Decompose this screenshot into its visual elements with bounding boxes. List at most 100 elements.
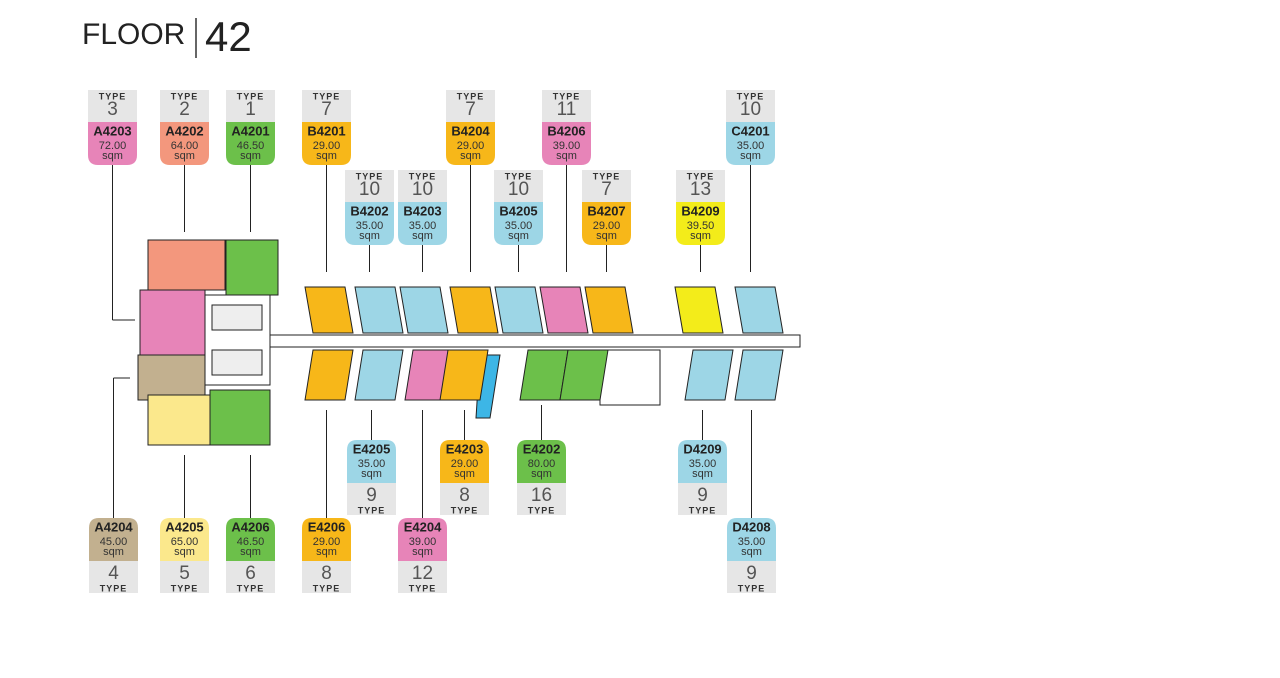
type-number: 4 [108, 563, 119, 584]
unit-code: B4209 [681, 203, 719, 218]
unit-area: 65.00 [171, 536, 199, 548]
unit-box [446, 122, 495, 165]
unit-measure: sqm [556, 150, 577, 162]
type-box [726, 90, 775, 122]
unit-measure: sqm [103, 546, 124, 558]
unit-code: B4206 [547, 123, 585, 138]
type-number: 1 [245, 99, 256, 120]
type-number: 10 [412, 179, 433, 200]
unit-area: 29.00 [313, 140, 341, 152]
unit-area: 35.00 [356, 220, 384, 232]
unit-area [147, 239, 226, 291]
type-label: TYPE [171, 583, 199, 593]
unit-box [302, 518, 351, 561]
unit-area: 35.00 [505, 220, 533, 232]
unit-area: 29.00 [451, 458, 479, 470]
unit-measure: sqm [174, 150, 195, 162]
type-number: 16 [531, 485, 552, 506]
unit-area [137, 354, 206, 401]
unit-code: D4209 [683, 441, 721, 456]
unit-measure: sqm [412, 230, 433, 242]
unit-area [209, 389, 271, 446]
type-number: 11 [557, 99, 577, 120]
type-box [676, 170, 725, 202]
unit-box [440, 440, 489, 483]
type-box [494, 170, 543, 202]
type-label: TYPE [171, 91, 199, 101]
floor-number: 42 [205, 13, 252, 60]
unit-measure: sqm [460, 150, 481, 162]
building [137, 239, 801, 446]
type-box [302, 561, 351, 593]
type-number: 13 [690, 179, 711, 200]
unit-box [89, 518, 138, 561]
type-label: TYPE [593, 171, 621, 181]
unit-area: 35.00 [689, 458, 717, 470]
unit-area [684, 349, 734, 401]
unit-area [439, 349, 489, 401]
unit-measure: sqm [741, 546, 762, 558]
type-box [678, 483, 727, 515]
unit-area: 45.00 [100, 536, 128, 548]
type-number: 3 [107, 99, 118, 120]
type-number: 2 [179, 99, 190, 120]
type-label: TYPE [738, 583, 766, 593]
unit-box [347, 440, 396, 483]
unit-box [88, 122, 137, 165]
unit-code: A4203 [93, 123, 131, 138]
type-number: 7 [465, 99, 476, 120]
type-label: TYPE [313, 583, 341, 593]
unit-area [304, 349, 354, 401]
unit-code: E4204 [404, 519, 442, 534]
unit-area: 39.50 [687, 220, 715, 232]
unit-area: 29.00 [593, 220, 621, 232]
unit-area [399, 286, 449, 334]
unit-box [676, 202, 725, 245]
type-box [160, 90, 209, 122]
type-number: 12 [412, 563, 433, 584]
unit-area [225, 239, 279, 296]
unit-code: E4206 [308, 519, 346, 534]
type-number: 7 [601, 179, 612, 200]
type-number: 10 [508, 179, 529, 200]
unit-code: E4202 [523, 441, 561, 456]
type-label: TYPE [409, 171, 437, 181]
unit-box [160, 518, 209, 561]
stair [211, 349, 263, 376]
unit-measure: sqm [692, 468, 713, 480]
type-box [727, 561, 776, 593]
unit-box [582, 202, 631, 245]
unit-measure: sqm [531, 468, 552, 480]
unit-area: 35.00 [737, 140, 765, 152]
type-box [542, 90, 591, 122]
unit-measure: sqm [174, 546, 195, 558]
unit-code: A4202 [165, 123, 203, 138]
unit-box [726, 122, 775, 165]
type-box [89, 561, 138, 593]
unit-code: A4201 [231, 123, 269, 138]
type-box [302, 90, 351, 122]
type-box [582, 170, 631, 202]
unit-area: 35.00 [358, 458, 386, 470]
type-box [517, 483, 566, 515]
unit-area: 29.00 [313, 536, 341, 548]
type-box [88, 90, 137, 122]
unit-area: 35.00 [738, 536, 766, 548]
unit-code: A4206 [231, 519, 269, 534]
type-label: TYPE [99, 91, 127, 101]
type-number: 7 [321, 99, 332, 120]
unit-area [354, 286, 404, 334]
unit-measure: sqm [316, 150, 337, 162]
unit-area [354, 349, 404, 401]
unit-area: 35.00 [409, 220, 437, 232]
unit-box [727, 518, 776, 561]
unit-code: B4204 [451, 123, 490, 138]
unit-box [226, 122, 275, 165]
type-number: 8 [321, 563, 332, 584]
unit-area [139, 289, 206, 356]
type-label: TYPE [553, 91, 581, 101]
unit-area [539, 286, 589, 334]
type-label: TYPE [505, 171, 533, 181]
unit-box [160, 122, 209, 165]
unit-area: 39.00 [553, 140, 581, 152]
